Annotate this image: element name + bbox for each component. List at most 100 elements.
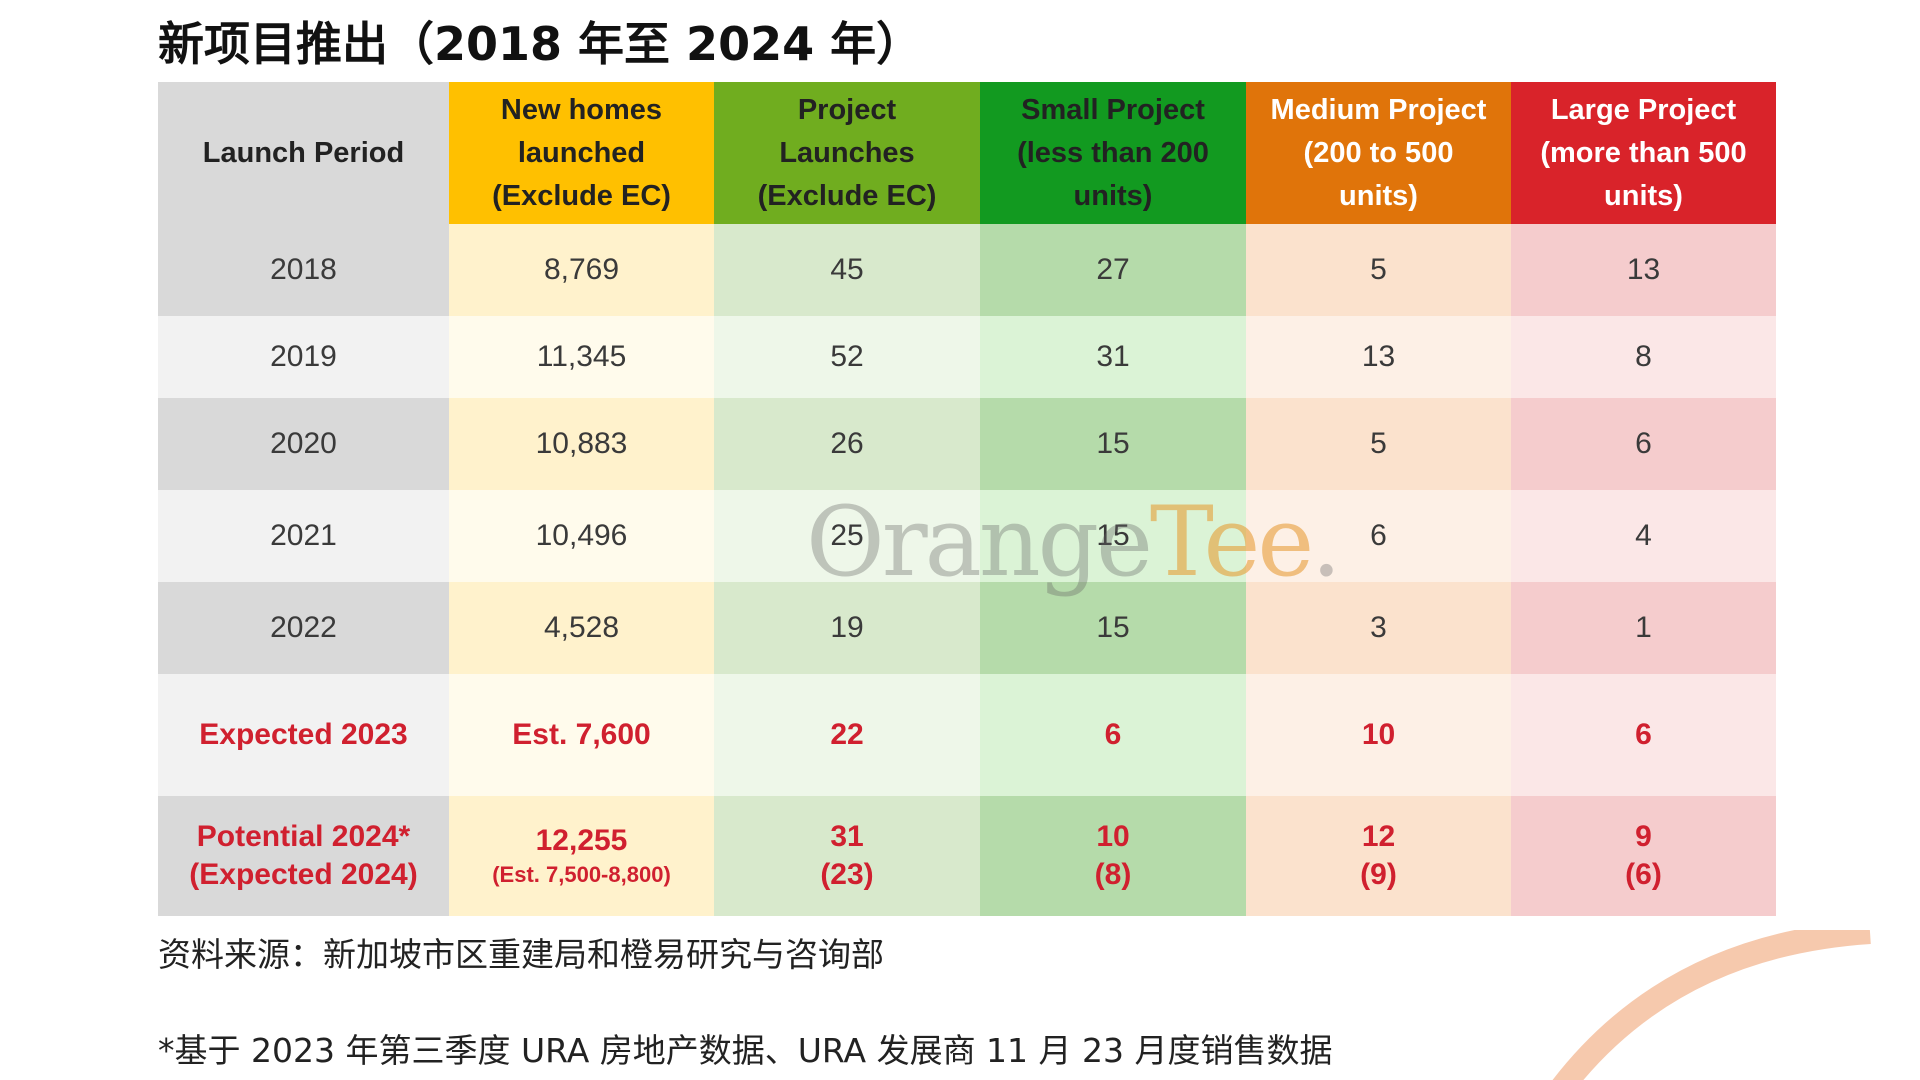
table-cell: 11,345	[449, 316, 714, 398]
table-cell: 1	[1511, 582, 1776, 674]
table-cell: 26	[714, 398, 980, 490]
header-line: New homes	[500, 93, 663, 126]
table-cell: 9 (6)	[1511, 796, 1776, 916]
cell-value: 27	[1096, 253, 1130, 286]
cell-value: 4,528	[543, 611, 620, 644]
cell-value: 9	[1635, 820, 1652, 853]
table-cell: 5	[1246, 224, 1511, 316]
cell-value: 15	[1096, 427, 1130, 460]
cell-value: Expected 2023	[199, 718, 408, 751]
cell-value: 26	[830, 427, 864, 460]
table-cell: 52	[714, 316, 980, 398]
table-cell: 15	[980, 582, 1246, 674]
table-cell: 2020	[158, 398, 449, 490]
table-cell: 5	[1246, 398, 1511, 490]
cell-value: 10,496	[535, 519, 628, 552]
table-cell: 45	[714, 224, 980, 316]
cell-value: 6	[1370, 519, 1387, 552]
cell-value: 10	[1361, 718, 1396, 751]
cell-value: 12	[1361, 820, 1396, 853]
table-cell: 8,769	[449, 224, 714, 316]
cell-value: Est. 7,600	[512, 718, 651, 751]
header-cell: Small Project (less than 200 units)	[980, 82, 1246, 224]
cell-value: 22	[830, 718, 864, 751]
table-cell: 6	[1246, 490, 1511, 582]
page-title: 新项目推出（2018 年至 2024 年）	[158, 17, 923, 71]
cell-value: 8	[1635, 340, 1652, 373]
table-cell: 3	[1246, 582, 1511, 674]
cell-value: 15	[1096, 519, 1130, 552]
table-cell: 8	[1511, 316, 1776, 398]
cell-value: 2018	[270, 253, 337, 286]
header-line: units)	[1073, 179, 1153, 212]
header-cell: Project Launches (Exclude EC)	[714, 82, 980, 224]
table-cell: 6	[1511, 674, 1776, 796]
cell-value: 13	[1626, 253, 1661, 286]
table-cell: 13	[1246, 316, 1511, 398]
table-row: 2020 10,883 26 15 5 6	[158, 398, 1776, 490]
table-cell: 10	[1246, 674, 1511, 796]
cell-value: 5	[1370, 253, 1387, 286]
cell-value: 1	[1635, 611, 1652, 644]
cell-value: 2021	[270, 519, 337, 552]
table-cell: Potential 2024* (Expected 2024)	[158, 796, 449, 916]
cell-value: 6	[1635, 427, 1652, 460]
table-cell: 4,528	[449, 582, 714, 674]
table-cell: 12,255 (Est. 7,500-8,800)	[449, 796, 714, 916]
table-row: 2019 11,345 52 31 13 8	[158, 316, 1776, 398]
cell-value: 19	[830, 611, 864, 644]
table-cell: Expected 2023	[158, 674, 449, 796]
cell-value: 31	[1096, 340, 1130, 373]
table-cell: 6	[1511, 398, 1776, 490]
table-header-row: Launch Period New homes launched (Exclude E…	[158, 82, 1776, 224]
table-cell: 25	[714, 490, 980, 582]
header-line: Launch Period	[202, 136, 405, 169]
source-note: 资料来源：新加坡市区重建局和橙易研究与咨询部	[158, 935, 884, 974]
cell-value: 4	[1635, 519, 1652, 552]
header-line: launched	[517, 136, 646, 169]
cell-value: 2020	[270, 427, 337, 460]
cell-value: 11,345	[536, 340, 627, 373]
table-cell: 27	[980, 224, 1246, 316]
cell-value: 15	[1096, 611, 1130, 644]
cell-value: 52	[830, 340, 864, 373]
table-cell: 13	[1511, 224, 1776, 316]
header-line: (Exclude EC)	[492, 179, 671, 212]
table-cell: 19	[714, 582, 980, 674]
header-line: (200 to 500	[1303, 136, 1454, 169]
table-cell: 2021	[158, 490, 449, 582]
table-row: Expected 2023 Est. 7,600 22 6 10 6	[158, 674, 1776, 796]
cell-value: 10,883	[535, 427, 628, 460]
table-row: 2022 4,528 19 15 3 1	[158, 582, 1776, 674]
cell-value: 45	[830, 253, 864, 286]
table-cell: 6	[980, 674, 1246, 796]
cell-value: 2022	[270, 611, 337, 644]
table-cell: 10 (8)	[980, 796, 1246, 916]
header-line: (Exclude EC)	[757, 179, 937, 212]
table-cell: 2018	[158, 224, 449, 316]
header-line: units)	[1604, 179, 1683, 212]
cell-value: 25	[830, 519, 864, 552]
table-cell: 4	[1511, 490, 1776, 582]
cell-value: Potential 2024*	[196, 820, 411, 853]
cell-value: 2019	[270, 340, 337, 373]
table-cell: 22	[714, 674, 980, 796]
table-row: Potential 2024* (Expected 2024) 12,255 (Est…	[158, 796, 1776, 916]
cell-secondary-value: (Expected 2024)	[189, 858, 418, 891]
header-cell: Launch Period	[158, 82, 449, 224]
cell-value: 3	[1370, 611, 1387, 644]
header-line: Project	[797, 93, 897, 126]
cell-secondary-value: (6)	[1625, 858, 1662, 891]
header-cell: Medium Project (200 to 500 units)	[1246, 82, 1511, 224]
table-row: 2021 10,496 25 15 6 4	[158, 490, 1776, 582]
table-cell: Est. 7,600	[449, 674, 714, 796]
table-cell: 15	[980, 490, 1246, 582]
header-line: Launches	[779, 136, 915, 169]
table-cell: 10,883	[449, 398, 714, 490]
table-cell: 31 (23)	[714, 796, 980, 916]
cell-value: 31	[830, 820, 864, 853]
cell-value: 10	[1096, 820, 1130, 853]
cell-value: 8,769	[543, 253, 620, 286]
cell-secondary-value: (23)	[820, 858, 874, 891]
table-row: 2018 8,769 45 27 5 13	[158, 224, 1776, 316]
